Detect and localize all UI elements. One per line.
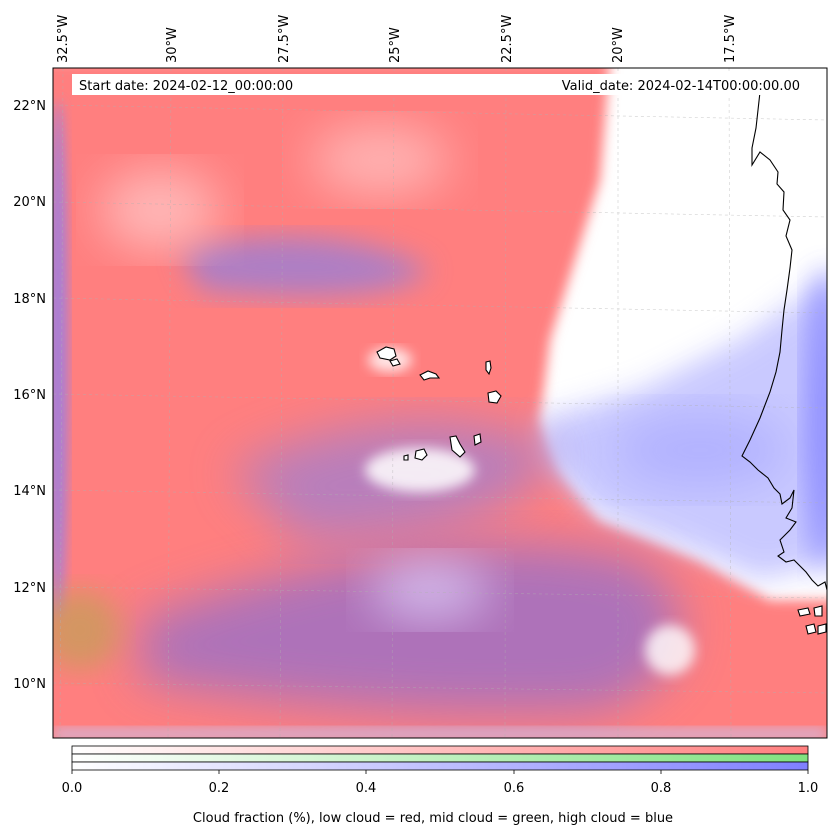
pale-patch (310, 125, 450, 195)
colorbar-tick-label: 0.6 (504, 781, 525, 796)
map-frame (52, 67, 828, 739)
island-bijagos (805, 623, 817, 635)
latitude-labels: 22°N 20°N 18°N 16°N 14°N 12°N 10°N (13, 99, 46, 692)
island-brava (403, 454, 409, 461)
colorbar-tick-label: 0.0 (62, 781, 83, 796)
longitude-label: 22.5°W (500, 15, 515, 63)
valid-date-label: Valid_date: 2024-02-14T00:00:00.00 (562, 79, 800, 94)
longitude-labels: 32.5°W 30°W 27.5°W 25°W 22.5°W 20°W 17.5… (56, 15, 738, 63)
latitude-label: 22°N (13, 99, 46, 114)
latitude-label: 20°N (13, 195, 46, 210)
pale-patch (370, 560, 490, 620)
latitude-label: 12°N (13, 581, 46, 596)
longitude-label: 17.5°W (723, 15, 738, 63)
colorbar-tick-label: 1.0 (798, 781, 819, 796)
cloud-fraction-field (53, 68, 827, 738)
high-cloud-patch (610, 410, 790, 490)
colorbar-tick-label: 0.2 (209, 781, 230, 796)
island-maio (473, 433, 482, 446)
graticule (53, 68, 827, 738)
pale-patch (645, 625, 695, 675)
longitude-label: 32.5°W (56, 15, 71, 63)
longitude-label: 27.5°W (277, 15, 292, 63)
island-santo-antao (376, 346, 397, 361)
colorbar-title: Cloud fraction (%), low cloud = red, mid… (193, 811, 673, 826)
pale-patch (100, 170, 220, 250)
start-date-label: Start date: 2024-02-12_00:00:00 (79, 79, 293, 94)
clear-patch (365, 448, 475, 492)
island-boa-vista (487, 390, 502, 404)
mixed-cloud-band-south (140, 543, 681, 713)
colorbar-tick-label: 0.8 (651, 781, 672, 796)
island-sao-vicente (389, 358, 401, 367)
mixed-cloud-band-north (180, 236, 430, 296)
island-bijagos (797, 607, 811, 617)
latitude-label: 10°N (13, 677, 46, 692)
island-sao-nicolau (419, 370, 441, 381)
colorbar-mid-cloud-strip (71, 753, 809, 763)
high-cloud-edge (805, 270, 827, 570)
colorbar-high-cloud-strip (71, 761, 809, 771)
coastlines (376, 91, 827, 635)
colorbar-low-cloud-strip (71, 745, 809, 755)
island-bijagos (813, 605, 823, 617)
longitude-label: 20°W (611, 27, 626, 63)
latitude-label: 14°N (13, 484, 46, 499)
island-fogo (414, 448, 428, 461)
mid-cloud-patch (53, 590, 120, 670)
colorbar-tick-label: 0.4 (356, 781, 377, 796)
island-santiago (449, 435, 466, 458)
island-sal (485, 360, 492, 376)
longitude-label: 25°W (388, 27, 403, 63)
island-bijagos (817, 623, 827, 635)
african-coastline (741, 91, 827, 591)
west-edge-high-cloud (53, 100, 68, 620)
colorbar: 0.0 0.2 0.4 0.6 0.8 1.0 Cloud fraction (… (62, 745, 819, 826)
latitude-label: 18°N (13, 292, 46, 307)
longitude-label: 30°W (165, 27, 180, 63)
info-box (72, 74, 808, 95)
latitude-label: 16°N (13, 388, 46, 403)
